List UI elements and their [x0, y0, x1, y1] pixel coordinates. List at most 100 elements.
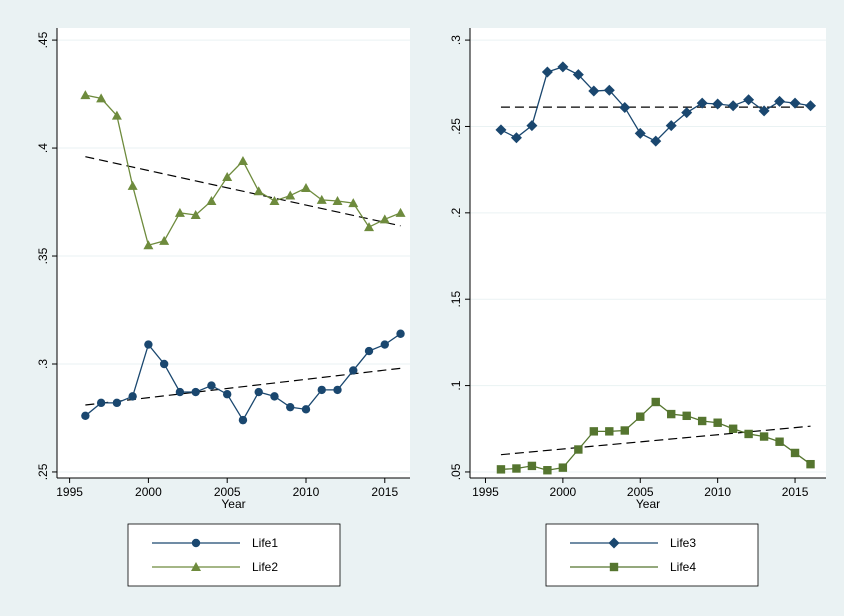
marker [634, 127, 646, 139]
marker [285, 190, 296, 200]
x-tick-label: 2000 [550, 485, 577, 499]
x-axis-title: Year [221, 497, 245, 511]
y-tick-label: .35 [36, 247, 50, 264]
marker [696, 97, 708, 109]
marker [128, 392, 137, 401]
marker [558, 463, 568, 472]
marker [541, 66, 553, 78]
marker [589, 427, 599, 436]
marker [728, 424, 738, 433]
y-tick-label: .4 [36, 143, 50, 153]
marker [727, 100, 739, 112]
marker [758, 105, 770, 117]
marker [603, 84, 615, 96]
marker [744, 429, 753, 439]
marker [349, 366, 358, 375]
marker [526, 120, 538, 132]
marker [254, 387, 263, 397]
marker [712, 98, 724, 110]
marker [159, 359, 169, 369]
marker [667, 409, 676, 419]
marker [774, 95, 786, 107]
marker [608, 537, 620, 549]
marker [159, 235, 170, 245]
y-tick-label: .25 [449, 118, 463, 135]
marker [682, 411, 691, 421]
marker [557, 61, 569, 73]
marker [144, 340, 153, 349]
marker [697, 416, 707, 426]
x-tick-label: 2005 [214, 485, 241, 499]
marker [396, 329, 405, 338]
legend-label: Life2 [252, 560, 278, 574]
x-tick-label: 2005 [627, 485, 654, 499]
trend-line [85, 156, 401, 227]
marker [143, 240, 154, 250]
y-tick-label: .15 [449, 291, 463, 308]
marker [253, 186, 264, 196]
marker [609, 562, 619, 572]
marker [775, 437, 784, 446]
marker [96, 93, 107, 103]
trend-line [500, 425, 811, 456]
x-tick-label: 2000 [135, 485, 162, 499]
marker [759, 432, 769, 441]
marker [620, 426, 629, 435]
marker [605, 427, 614, 436]
marker [301, 405, 311, 414]
marker [713, 418, 722, 427]
marker [191, 538, 201, 548]
legend-label: Life4 [670, 560, 696, 574]
marker [112, 398, 122, 408]
trend-line [85, 367, 401, 406]
legend-label: Life1 [252, 536, 278, 550]
y-tick-label: .1 [449, 380, 463, 390]
marker [743, 94, 755, 106]
marker [789, 97, 801, 109]
y-tick-label: .25 [36, 463, 50, 480]
x-axis-title: Year [636, 497, 660, 511]
y-tick-label: .45 [36, 31, 50, 48]
marker [805, 100, 817, 112]
x-tick-label: 1995 [472, 485, 499, 499]
marker [395, 207, 406, 217]
marker [572, 69, 584, 81]
legend [127, 523, 341, 587]
y-tick-label: .2 [449, 208, 463, 218]
marker [619, 101, 631, 113]
y-tick-label: .3 [36, 359, 50, 369]
marker [380, 340, 389, 349]
marker [527, 461, 537, 471]
x-tick-label: 2015 [782, 485, 809, 499]
marker [190, 209, 201, 219]
marker [348, 198, 359, 208]
marker [650, 135, 662, 147]
marker [665, 120, 677, 132]
marker [588, 85, 600, 97]
legend [545, 523, 759, 587]
marker [574, 445, 583, 454]
marker [364, 346, 374, 356]
marker [269, 195, 280, 205]
legend-label: Life3 [670, 536, 696, 550]
marker [496, 465, 506, 474]
y-tick-label: .3 [449, 35, 463, 45]
marker [207, 381, 216, 390]
marker [206, 195, 217, 205]
marker [222, 390, 232, 399]
x-tick-label: 2010 [293, 485, 320, 499]
marker [681, 107, 693, 119]
marker [81, 411, 90, 421]
marker [286, 402, 295, 412]
marker [222, 171, 233, 181]
marker [543, 466, 552, 475]
plot-area [57, 28, 410, 478]
marker [300, 183, 311, 193]
marker [333, 385, 342, 395]
marker [80, 90, 91, 100]
marker [332, 195, 343, 205]
marker [238, 415, 248, 425]
marker [96, 398, 106, 408]
marker [270, 392, 279, 401]
